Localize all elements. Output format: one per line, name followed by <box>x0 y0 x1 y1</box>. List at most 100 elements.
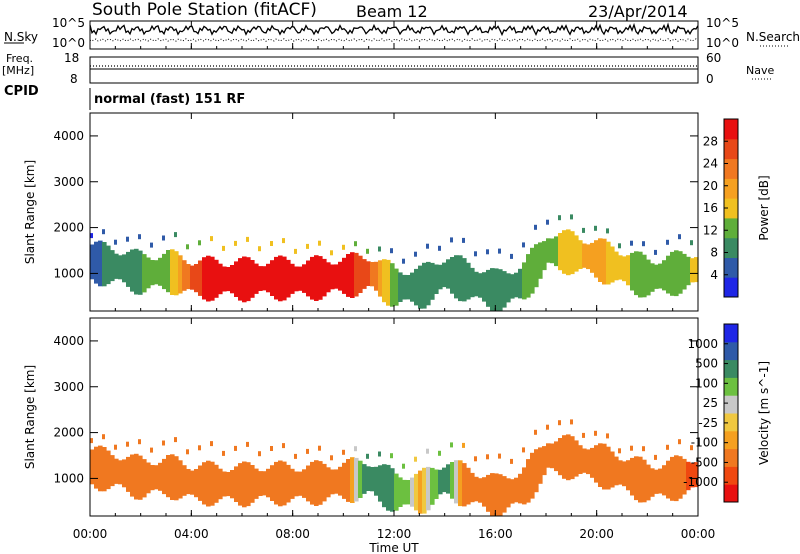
heatmap-cell <box>626 255 631 286</box>
heatmap-cell <box>654 469 659 494</box>
heatmap-cell <box>526 254 531 298</box>
heatmap-cell <box>258 451 261 457</box>
heatmap-cell <box>570 214 573 220</box>
heatmap-cell <box>318 256 323 300</box>
heatmap-cell <box>694 462 699 488</box>
heatmap-cell <box>374 466 379 496</box>
heatmap-cell <box>506 273 511 303</box>
heatmap-cell <box>390 453 393 459</box>
heatmap-cell <box>462 237 465 243</box>
heatmap-cell <box>162 458 167 495</box>
heatmap-cell <box>342 257 347 294</box>
x-axis-title: Time UT <box>368 541 419 554</box>
heatmap-cell <box>314 255 319 301</box>
heatmap-cell <box>438 469 443 495</box>
heatmap-cell <box>386 464 391 511</box>
x-tick-label: 00:00 <box>681 527 716 541</box>
heatmap-cell <box>486 454 489 460</box>
heatmap-cell <box>450 257 455 294</box>
heatmap-cell <box>670 456 675 501</box>
heatmap-cell <box>670 251 675 296</box>
heatmap-cell <box>526 459 531 503</box>
heatmap-cell <box>306 448 309 454</box>
y-tick-label: 3000 <box>53 380 84 394</box>
heatmap-cell <box>194 469 199 498</box>
heatmap-cell <box>474 476 479 502</box>
heatmap-cell <box>578 445 583 474</box>
heatmap-cell <box>598 443 603 487</box>
heatmap-cell <box>362 464 367 494</box>
heatmap-cell <box>366 453 369 459</box>
heatmap-cell <box>254 468 259 499</box>
heatmap-cell <box>150 242 153 248</box>
heatmap-cell <box>330 250 333 256</box>
heatmap-cell <box>498 453 501 459</box>
heatmap-cell <box>458 255 463 302</box>
heatmap-cell <box>338 466 343 496</box>
heatmap-cell <box>234 261 239 297</box>
heatmap-cell <box>522 242 525 248</box>
power-colorbar-tick-label: 4 <box>710 268 718 282</box>
heatmap-cell <box>246 257 251 302</box>
y-tick-label: 4000 <box>53 129 84 143</box>
heatmap-cell <box>674 250 679 297</box>
heatmap-cell <box>238 258 243 301</box>
heatmap-cell <box>182 260 187 291</box>
heatmap-cell <box>134 248 139 295</box>
heatmap-cell <box>506 478 511 508</box>
heatmap-cell <box>174 437 177 443</box>
heatmap-cell <box>414 268 419 306</box>
heatmap-cell <box>366 466 371 491</box>
heatmap-cell <box>346 254 351 297</box>
x-tick-label: 08:00 <box>275 527 310 541</box>
heatmap-cell <box>638 251 643 298</box>
heatmap-cell <box>318 240 321 246</box>
date-title: 23/Apr/2014 <box>588 2 688 21</box>
heatmap-cell <box>306 465 311 502</box>
heatmap-cell <box>394 268 399 306</box>
heatmap-cell <box>570 231 575 275</box>
station-title: South Pole Station (fitACF) <box>92 0 317 20</box>
heatmap-cell <box>206 460 211 507</box>
velocity-colorbar-swatch <box>724 359 738 378</box>
heatmap-cell <box>290 468 295 499</box>
heatmap-cell <box>90 438 93 444</box>
heatmap-cell <box>582 448 587 473</box>
heatmap-cell <box>494 473 499 516</box>
heatmap-cell <box>610 246 615 283</box>
heatmap-cell <box>634 456 639 501</box>
heatmap-cell <box>594 225 597 231</box>
heatmap-cell <box>158 462 163 491</box>
heatmap-cell <box>274 256 279 300</box>
heatmap-cell <box>690 258 695 283</box>
heatmap-cell <box>518 268 523 299</box>
heatmap-cell <box>486 269 491 307</box>
heatmap-cell <box>574 235 579 272</box>
heatmap-cell <box>534 244 539 288</box>
heatmap-cell <box>514 272 519 298</box>
heatmap-cell <box>594 430 597 436</box>
heatmap-cell <box>278 460 283 507</box>
heatmap-cell <box>282 238 285 244</box>
heatmap-cell <box>622 461 627 487</box>
heatmap-cell <box>546 238 551 263</box>
heatmap-cell <box>306 243 309 249</box>
power-heatmap <box>90 214 699 311</box>
heatmap-cell <box>422 467 427 514</box>
heatmap-cell <box>126 456 131 492</box>
heatmap-cell <box>694 257 699 283</box>
heatmap-cell <box>182 465 187 496</box>
velocity-colorbar-swatch <box>724 377 738 396</box>
heatmap-cell <box>522 262 527 300</box>
heatmap-cell <box>222 266 227 292</box>
heatmap-cell <box>270 465 275 501</box>
heatmap-cell <box>222 245 225 251</box>
heatmap-cell <box>198 445 201 451</box>
heatmap-cell <box>410 272 415 302</box>
heatmap-cell <box>318 445 321 451</box>
heatmap-cell <box>690 445 693 451</box>
heatmap-cell <box>282 256 287 301</box>
heatmap-cell <box>174 251 179 296</box>
heatmap-cell <box>410 477 415 507</box>
heatmap-cell <box>490 268 495 311</box>
